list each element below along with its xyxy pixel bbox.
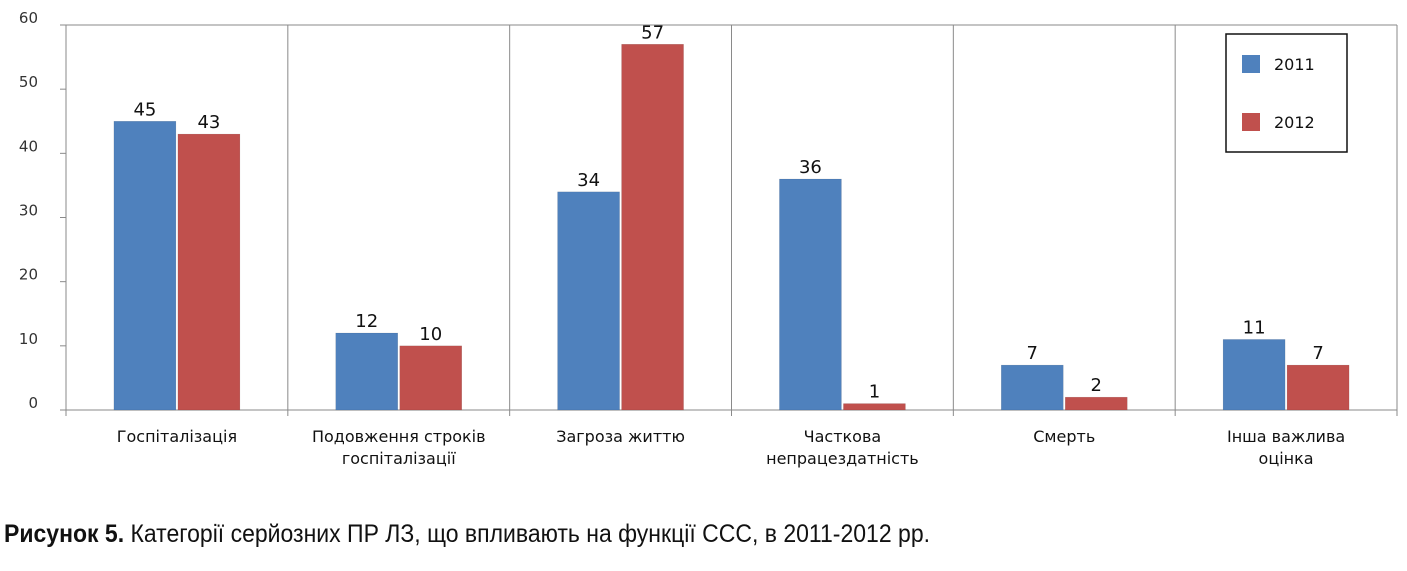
y-tick-label: 10 [19, 330, 38, 348]
bar-2012 [177, 133, 241, 411]
bars [113, 44, 1350, 411]
data-label-2012: 7 [1312, 343, 1323, 364]
bar-2011 [1222, 339, 1286, 411]
figure-caption: Рисунок 5. Категорії серйозних ПР ЛЗ, що… [4, 520, 1292, 549]
caption-text: Категорії серйозних ПР ЛЗ, що впливають … [124, 520, 931, 548]
category-label: Загроза життю [556, 427, 685, 446]
bar-2012 [399, 345, 462, 411]
y-tick-label: 0 [28, 394, 38, 412]
y-tick-label: 40 [19, 137, 38, 155]
category-label: Інша важлива оцінка [1227, 427, 1345, 468]
data-label-2012: 43 [197, 112, 220, 133]
data-label-2011: 11 [1243, 317, 1266, 338]
data-label-2012: 1 [869, 382, 880, 403]
legend: 2011 2012 [1225, 33, 1348, 153]
y-tick-label: 50 [19, 73, 38, 91]
x-axis-labels: Госпіталізація Подовження строків госпітал… [117, 427, 1345, 468]
data-label-2011: 45 [133, 99, 156, 120]
data-label-2011: 34 [577, 170, 600, 191]
data-label-2012: 10 [419, 324, 442, 345]
category-label: Смерть [1033, 427, 1095, 446]
bar-2012 [1065, 396, 1128, 411]
category-label: Часткова непрацездатність [766, 427, 919, 468]
data-label-2011: 36 [799, 157, 822, 178]
grid-lines [65, 24, 1398, 410]
data-labels: 45 43 12 10 34 57 36 1 7 2 11 7 [133, 22, 1323, 402]
bar-2011 [113, 121, 177, 411]
y-tick-label: 60 [19, 9, 38, 27]
bar-chart: 0 10 20 30 40 50 60 45 43 12 10 34 57 36 1 7 2 11 7 Госпі… [19, 9, 1398, 468]
bar-2012 [621, 44, 684, 411]
bar-2011 [1001, 364, 1064, 411]
data-label-2011: 7 [1027, 343, 1038, 364]
caption-label: Рисунок 5. [4, 520, 125, 548]
y-tick-label: 20 [19, 266, 38, 284]
legend-label-2012: 2012 [1274, 113, 1315, 132]
category-label: Госпіталізація [117, 427, 237, 446]
bar-2012 [843, 403, 906, 411]
bar-2011 [779, 178, 842, 411]
bar-2011 [557, 191, 620, 411]
category-label: Подовження строків госпіталізації [312, 427, 486, 468]
data-label-2012: 2 [1091, 375, 1102, 396]
legend-swatch-2011 [1242, 55, 1260, 73]
bar-2012 [1286, 364, 1350, 411]
legend-swatch-2012 [1242, 113, 1260, 131]
data-label-2011: 12 [355, 311, 378, 332]
y-tick-label: 30 [19, 202, 38, 220]
y-axis-ticks: 0 10 20 30 40 50 60 [19, 9, 66, 412]
data-label-2012: 57 [641, 22, 664, 43]
legend-label-2011: 2011 [1274, 55, 1315, 74]
bar-2011 [335, 332, 398, 411]
legend-box [1225, 33, 1348, 153]
